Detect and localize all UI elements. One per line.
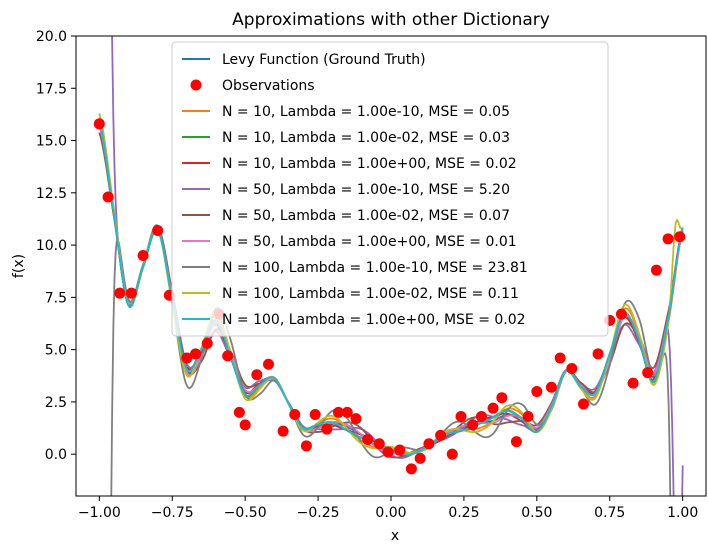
observation-point xyxy=(321,423,333,435)
observation-point xyxy=(181,352,193,364)
observation-point xyxy=(423,438,435,450)
observation-point xyxy=(350,413,362,425)
x-tick-label: −1.00 xyxy=(78,505,121,521)
observation-point xyxy=(467,419,479,431)
legend-entry-label: N = 10, Lambda = 1.00e+00, MSE = 0.02 xyxy=(222,156,517,172)
observation-point xyxy=(152,224,164,236)
observation-point xyxy=(289,408,301,420)
x-tick-label: −0.50 xyxy=(224,505,267,521)
legend-entry-label: N = 50, Lambda = 1.00e-10, MSE = 5.20 xyxy=(222,182,510,198)
observation-point xyxy=(642,367,654,379)
observation-point xyxy=(510,436,522,448)
observation-point xyxy=(455,411,467,423)
x-axis-label: x xyxy=(391,528,399,544)
y-tick-label: 10.0 xyxy=(36,238,67,254)
legend-entry-label: Observations xyxy=(222,78,315,94)
observation-point xyxy=(222,350,234,362)
observation-point xyxy=(414,452,426,464)
observation-point xyxy=(341,406,353,418)
observation-point xyxy=(405,463,417,475)
observation-point xyxy=(627,377,639,389)
observation-point xyxy=(190,348,202,360)
legend-entry-label: N = 10, Lambda = 1.00e-10, MSE = 0.05 xyxy=(222,104,510,120)
y-axis: 0.0 2.5 5.0 7.5 10.0 12.5 15.0 17.5 20.0 xyxy=(36,29,76,463)
plot-area xyxy=(93,36,686,496)
y-tick-label: 5.0 xyxy=(45,343,67,359)
legend-entry-label: N = 50, Lambda = 1.00e+00, MSE = 0.01 xyxy=(222,234,517,250)
x-tick-label: 0.75 xyxy=(594,505,625,521)
observation-point xyxy=(125,287,137,299)
observation-point xyxy=(382,446,394,458)
observation-point xyxy=(263,358,274,370)
observation-point xyxy=(435,429,447,441)
y-tick-label: 20.0 xyxy=(36,29,67,45)
observations-layer xyxy=(93,118,686,475)
x-tick-label: 0.25 xyxy=(448,505,479,521)
legend-entry-label: N = 100, Lambda = 1.00e-10, MSE = 23.81 xyxy=(222,260,528,276)
observation-point xyxy=(522,411,534,423)
observation-point xyxy=(578,398,589,410)
y-tick-label: 17.5 xyxy=(36,81,67,97)
legend-box xyxy=(171,41,609,337)
observation-point xyxy=(475,411,487,423)
y-tick-label: 7.5 xyxy=(45,290,67,306)
observation-point xyxy=(251,369,263,381)
legend-entry-label: Levy Function (Ground Truth) xyxy=(222,52,426,68)
observation-point xyxy=(300,440,312,452)
x-tick-label: −0.75 xyxy=(151,505,194,521)
legend-entry-label: N = 100, Lambda = 1.00e+00, MSE = 0.02 xyxy=(222,312,526,328)
x-tick-label: 0.50 xyxy=(521,505,552,521)
legend: Levy Function (Ground Truth) Observations… xyxy=(171,41,609,337)
observation-point xyxy=(615,308,627,320)
observation-point xyxy=(309,408,321,420)
legend-swatch xyxy=(190,79,202,91)
y-axis-label: f(x) xyxy=(11,254,27,278)
observation-point xyxy=(566,362,578,374)
observation-point xyxy=(333,406,344,418)
legend-entry-label: N = 50, Lambda = 1.00e-02, MSE = 0.07 xyxy=(222,208,510,224)
observation-point xyxy=(102,191,114,203)
observation-point xyxy=(592,348,604,360)
observation-point xyxy=(93,118,105,130)
observation-point xyxy=(362,434,374,446)
legend-entry-label: N = 100, Lambda = 1.00e-02, MSE = 0.11 xyxy=(222,286,519,302)
observation-point xyxy=(114,287,126,299)
observation-point xyxy=(662,233,674,245)
observation-point xyxy=(394,444,406,456)
observation-point xyxy=(446,448,458,460)
chart-title: Approximations with other Dictionary xyxy=(232,10,550,30)
observation-point xyxy=(201,337,213,349)
x-tick-label: −0.25 xyxy=(297,505,340,521)
observation-point xyxy=(531,385,543,397)
y-tick-label: 12.5 xyxy=(36,186,67,202)
y-tick-label: 15.0 xyxy=(36,134,67,150)
observation-point xyxy=(137,250,149,262)
observation-point xyxy=(554,352,566,364)
observation-point xyxy=(373,438,385,450)
y-tick-label: 0.0 xyxy=(45,447,67,463)
y-tick-label: 2.5 xyxy=(45,395,67,411)
observation-point xyxy=(277,425,289,437)
x-axis: −1.00 −0.75 −0.50 −0.25 0.00 0.25 0.50 0.75 1.00 xyxy=(78,496,698,521)
observation-point xyxy=(650,264,662,276)
x-tick-label: 0.00 xyxy=(375,505,406,521)
x-tick-label: 1.00 xyxy=(667,505,698,521)
observation-point xyxy=(487,402,499,414)
observation-point xyxy=(496,392,508,404)
observation-point xyxy=(545,381,557,393)
observation-point xyxy=(233,406,245,418)
legend-entry-label: N = 10, Lambda = 1.00e-02, MSE = 0.03 xyxy=(222,130,510,146)
observation-point xyxy=(674,231,686,243)
observation-point xyxy=(239,419,251,431)
series-line-5 xyxy=(98,132,684,459)
